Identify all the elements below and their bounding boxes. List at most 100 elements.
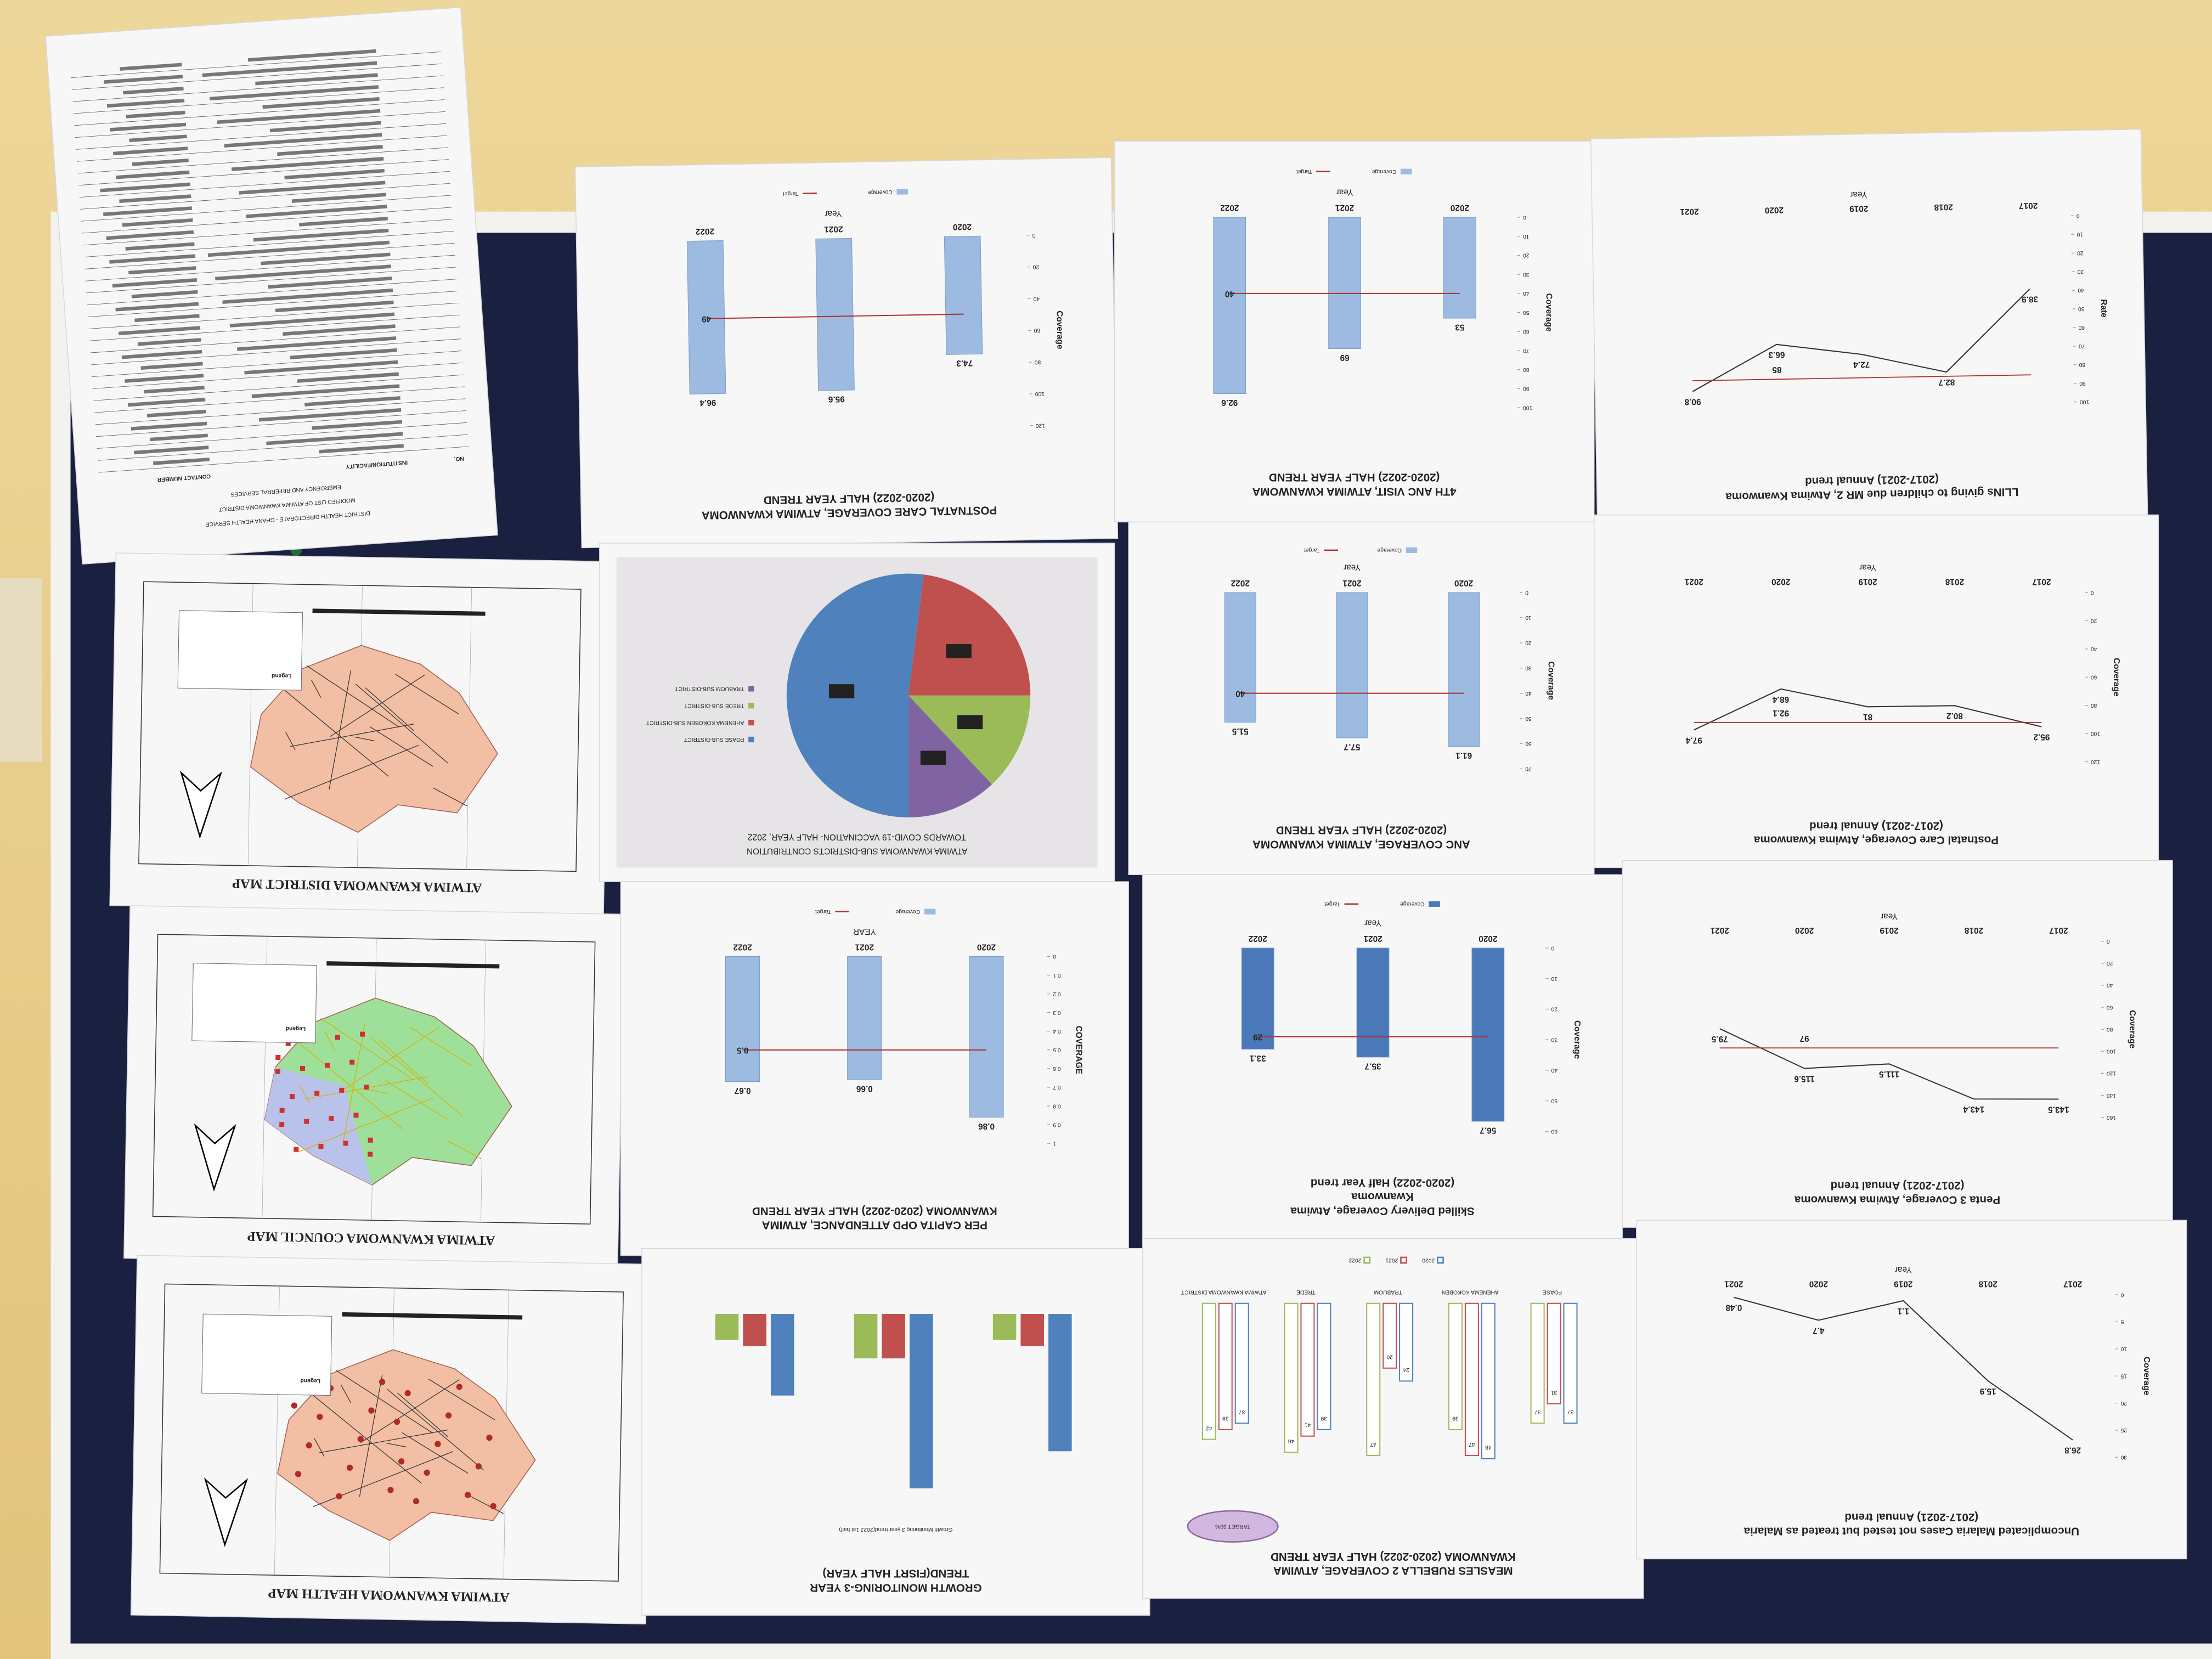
legend-label: Coverage [1400,901,1425,907]
bar [1048,1314,1072,1452]
y-tick-label: 100 [1035,391,1045,397]
legend-swatch [1437,1256,1444,1264]
row-text [104,75,183,84]
y-tick-label: 0.4 [1053,1028,1061,1034]
facility [357,1436,364,1442]
x-axis-label: YEAR [853,927,876,936]
row-text [224,133,382,148]
facility [346,1464,353,1471]
data-label: 46 [1288,1438,1295,1444]
y-tick-label: 10 [1525,614,1532,620]
scale-bar [312,608,486,616]
y-tick-label: 10 [1551,975,1558,981]
wall-socket [0,578,43,762]
data-label: 39 [1452,1415,1459,1421]
data-label: 35.7 [1365,1061,1381,1070]
facility [360,1031,365,1037]
row-text [134,314,200,323]
x-tick-label: 2019 [1894,1279,1912,1288]
legend-label: Target [815,909,831,915]
road [280,1028,403,1130]
bar [725,956,760,1082]
chart-title: TREND(FISRT HALF YEAR) [822,1567,969,1580]
data-label: 39 [1321,1415,1327,1421]
annotation: TARGET 50% [1215,1523,1250,1530]
bar [1366,1302,1381,1457]
sheet: 4TH ANC VISIT, ATWIMA KWANWOMA(2020-2022… [1114,140,1595,523]
y-tick-label: 1 [1053,1140,1056,1146]
y-axis-label: COVERAGE [1074,1026,1084,1074]
y-tick-label: 120 [2107,1070,2116,1076]
row-rule [71,52,442,78]
legend-swatch [748,686,754,692]
sheet: DISTRICT HEALTH DIRECTORATE - GHANA HEAL… [45,7,498,565]
legend-label: Coverage [1377,547,1402,553]
x-axis-label: Year [1344,563,1361,572]
row-rule [98,446,469,473]
row-text [268,276,392,289]
facility [279,1122,285,1127]
facility [353,1113,359,1118]
x-tick-label: 2022 [696,227,715,236]
facility [393,1418,400,1425]
row-rule [98,434,468,461]
sheets: DISTRICT HEALTH DIRECTORATE - GHANA HEAL… [45,7,2187,1624]
y-tick-label: 0 [2120,1291,2124,1297]
row-text [106,230,194,240]
chart-title: ANC COVERAGE, ATWIMA KWANWOMA [1252,838,1470,850]
bar [715,1314,739,1340]
road [320,1018,414,1080]
row-text [119,326,201,336]
bar [992,1314,1017,1340]
target-label: 29 [1253,1032,1262,1041]
row-text [217,109,381,125]
x-tick-label: ATWIMA KWANWOMA DISTRICT [1181,1289,1266,1295]
facility [486,1435,493,1441]
row-rule [92,351,462,377]
y-tick-label: 30 [1525,665,1532,671]
row-text [127,398,206,407]
row-text [112,278,198,288]
facility [295,1471,302,1477]
legend-swatch [1400,168,1412,174]
y-tick-label: 10 [1523,233,1530,239]
y-tick-label: 0.1 [1053,972,1061,978]
bar [1234,1302,1249,1424]
paper [641,1248,1150,1616]
data-label: 66.3 [1768,350,1785,360]
y-tick-label: 0.9 [1053,1121,1061,1127]
data-label: 53 [1455,322,1465,331]
target-label: 92.1 [1773,708,1789,718]
y-axis-label: Coverage [1054,311,1064,349]
y-tick-label: 40 [1551,1067,1558,1073]
road [369,1036,462,1116]
y-tick-label: 100 [2080,399,2090,405]
annotation-bubble [1187,1510,1279,1543]
row-rule [72,75,443,102]
y-tick-label: 0.7 [1053,1084,1061,1090]
target-label: 0.5 [736,1046,748,1055]
row-text [146,409,206,417]
road [354,736,375,742]
x-tick-label: FOASE [1543,1289,1562,1295]
data-label: 33.1 [1249,1053,1266,1063]
bar [1300,1302,1315,1437]
facility [343,1141,348,1146]
row-text [297,372,399,383]
x-tick-label: 2020 [1454,578,1473,588]
district-area [277,1349,536,1541]
facility [368,1152,373,1157]
row-text [115,302,199,312]
x-tick-label: 2021 [1684,577,1703,586]
data-label: 95.2 [2033,732,2050,742]
y-tick-label: 60 [1523,329,1530,335]
pie-slice [909,695,992,817]
row-text [236,336,397,351]
facility [464,1492,471,1498]
row-text [116,170,190,179]
bar [1201,1302,1216,1440]
row-text [304,396,400,407]
x-axis-label: Year [1859,563,1876,572]
x-tick-label: 2022 [1220,203,1239,212]
